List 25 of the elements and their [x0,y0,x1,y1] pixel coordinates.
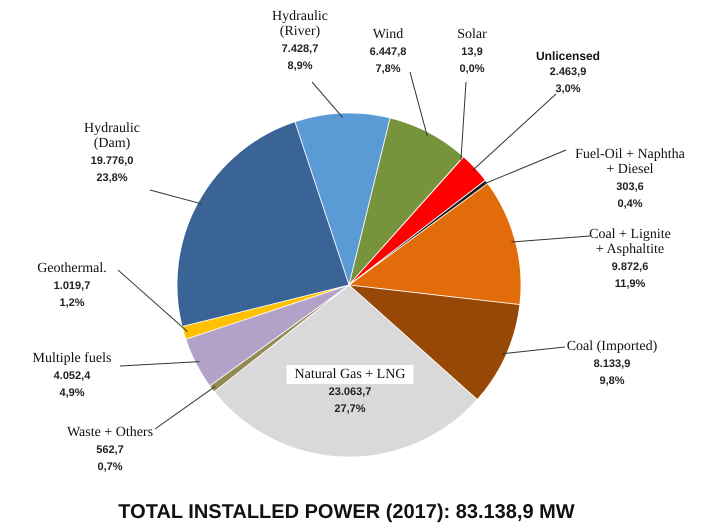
slice-label: Solar [457,27,488,42]
data-label: 562,7 0,7% [96,444,124,473]
slice-label: Fuel-Oil + Naphtha + Diesel [575,147,686,177]
slice-label: Natural Gas + LNG [294,367,406,382]
slice-label: Coal (Imported) [566,339,658,354]
data-label: 2.463,9 3,0% [550,66,586,95]
data-label: 1.019,7 1,2% [54,280,90,309]
data-label: 8.133,9 9,8% [594,358,630,387]
slice-label: Coal + Lignite + Asphaltite [589,227,671,257]
slice-label: Wind [372,27,404,42]
slice-label: Waste + Others [66,425,154,440]
data-label: 13,9 0,0% [459,46,485,75]
slice-label: Unlicensed [536,49,600,63]
data-label: 303,6 0,4% [616,181,644,210]
data-label: 4.052,4 4,9% [54,370,92,399]
slice-label: Hydraulic (River) [272,9,328,39]
slice-label: Geothermal. [37,261,107,276]
data-label: 23.063,7 27,7% [328,386,372,415]
data-label: 9.872,6 11,9% [612,261,648,290]
data-label: 19.776,0 23,8% [90,155,134,184]
data-label: 6.447,8 7,8% [370,46,406,75]
slice-label: Hydraulic (Dam) [84,121,140,151]
text: TOTAL INSTALLED POWER (2017): 83.138,9 MW [118,501,575,523]
slice-label: Multiple fuels [32,351,112,366]
data-label: 7.428,7 8,9% [282,43,318,72]
